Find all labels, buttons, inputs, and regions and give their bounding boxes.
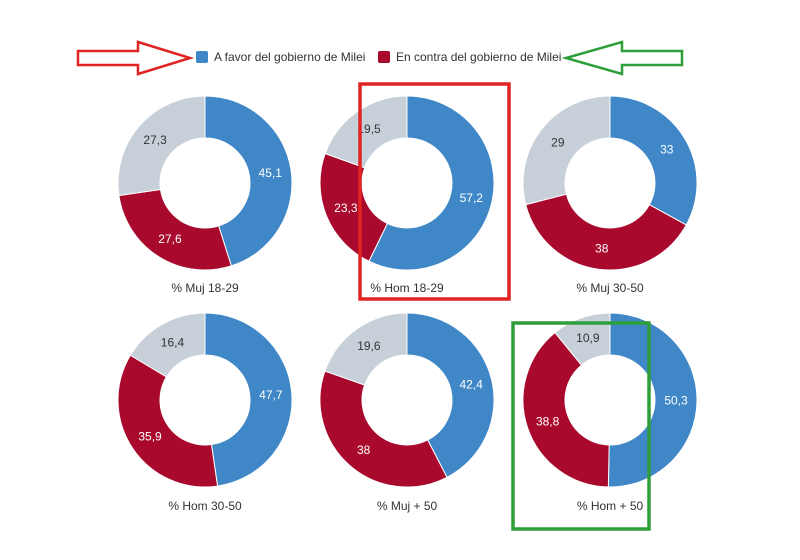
highlight-box-red xyxy=(358,82,511,301)
donut-muj-30-50-slice-resto xyxy=(522,95,611,206)
donut-hom-18-29-value-contra: 23,3 xyxy=(334,201,358,215)
donut-muj-18-29-value-contra: 27,6 xyxy=(158,232,182,246)
donut-hom-30-50-slice-resto xyxy=(129,312,206,378)
legend-contra-swatch xyxy=(378,51,390,63)
donut-label-hom-50: % Hom + 50 xyxy=(576,499,644,513)
donut-hom-30-50-value-resto: 16,4 xyxy=(161,336,185,350)
donut-label-hom-18-29: % Hom 18-29 xyxy=(370,281,444,295)
legend-contra-label: En contra del gobierno de Milei xyxy=(396,50,562,64)
legend-favor: A favor del gobierno de Milei xyxy=(196,50,365,64)
donut-label-muj-30-50: % Muj 30-50 xyxy=(576,281,644,295)
donut-muj-30-50-value-resto: 29 xyxy=(551,136,565,150)
donut-muj-18-29-value-resto: 27,3 xyxy=(143,133,167,147)
donut-hom-30-50-slice-favor xyxy=(204,312,293,487)
legend-favor-label: A favor del gobierno de Milei xyxy=(214,50,366,64)
donut-muj-30-50-value-contra: 38 xyxy=(595,241,609,255)
donut-hom-18-29-slice-favor xyxy=(368,95,495,271)
donut-hom-18-29-slice-resto xyxy=(324,95,408,169)
donut-muj-50-slice-contra xyxy=(319,370,448,488)
donut-hom-50-value-contra: 38,8 xyxy=(536,415,560,429)
donut-muj-30-50-slice-contra xyxy=(525,193,687,271)
donut-hom-50-value-favor: 50,3 xyxy=(664,394,688,408)
donut-muj-50-slice-favor xyxy=(406,312,495,478)
donut-muj-50-value-favor: 42,4 xyxy=(459,377,483,391)
legend-favor-swatch xyxy=(196,51,208,63)
donut-muj-50-value-resto: 19,6 xyxy=(357,339,381,353)
donut-label-hom-30-50: % Hom 30-50 xyxy=(168,499,242,513)
donut-muj-18-29-slice-resto xyxy=(117,95,206,197)
green-arrow xyxy=(561,40,684,76)
highlight-box-green xyxy=(511,321,651,531)
donut-label-muj-50: % Muj + 50 xyxy=(376,499,438,513)
donut-hom-30-50-value-contra: 35,9 xyxy=(138,430,162,444)
donut-muj-18-29-slice-favor xyxy=(204,95,293,267)
donut-hom-30-50-value-favor: 47,7 xyxy=(259,388,283,402)
donut-hom-18-29-slice-contra xyxy=(319,152,388,262)
donut-hom-50-slice-contra xyxy=(522,331,610,488)
donut-muj-50-value-contra: 38 xyxy=(357,443,371,457)
donut-muj-50-slice-resto xyxy=(324,312,408,386)
donut-muj-18-29-value-favor: 45,1 xyxy=(259,166,283,180)
donut-label-muj-18-29: % Muj 18-29 xyxy=(171,281,239,295)
donut-hom-18-29-value-resto: 19,5 xyxy=(357,122,381,136)
donut-hom-50-value-resto: 10,9 xyxy=(576,331,600,345)
donut-muj-18-29-slice-contra xyxy=(118,188,232,271)
donut-muj-30-50-slice-favor xyxy=(609,95,698,226)
red-arrow xyxy=(76,40,195,76)
legend-contra: En contra del gobierno de Milei xyxy=(378,50,561,64)
donut-muj-30-50-value-favor: 33 xyxy=(660,142,674,156)
donut-hom-30-50-slice-contra xyxy=(117,354,219,488)
donut-hom-18-29-value-favor: 57,2 xyxy=(460,191,484,205)
